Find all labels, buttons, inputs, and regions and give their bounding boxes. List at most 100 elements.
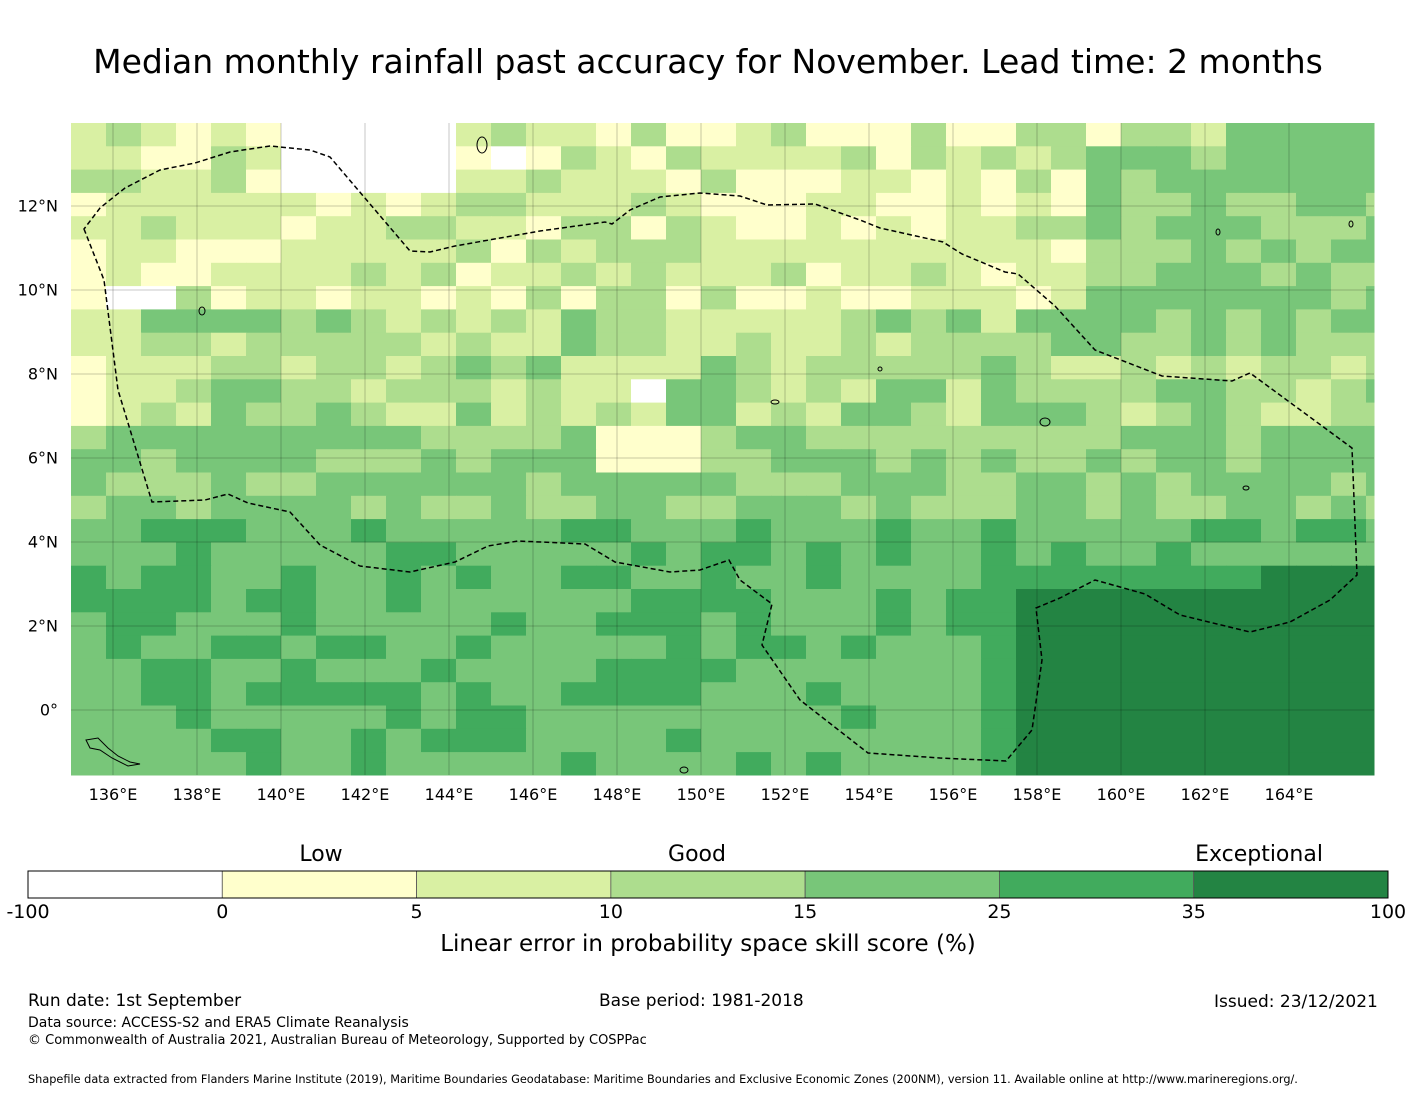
grid-cell [351, 239, 387, 264]
grid-cell [631, 449, 667, 473]
grid-cell [981, 495, 1017, 520]
grid-cell [211, 216, 247, 240]
latitude-tick-label: 0° [39, 700, 58, 720]
grid-cell [1121, 192, 1157, 217]
grid-cell [1121, 565, 1157, 590]
grid-cell [1086, 286, 1122, 310]
grid-cell [211, 658, 247, 683]
longitude-tick-label: 150°E [676, 785, 726, 804]
grid-cell [596, 449, 632, 473]
grid-cell [946, 332, 982, 357]
grid-cell [526, 332, 562, 357]
grid-cell [1051, 658, 1087, 683]
grid-cell [1086, 309, 1122, 334]
grid-cell [1366, 728, 1375, 753]
grid-cell [1191, 379, 1227, 404]
grid-cell [946, 123, 982, 147]
grid-cell [666, 169, 702, 194]
grid-cell [246, 216, 282, 240]
grid-cell [666, 309, 702, 334]
grid-cell [666, 286, 702, 310]
grid-cell [1366, 356, 1375, 380]
grid-cell [386, 449, 422, 473]
grid-cell [771, 309, 807, 334]
grid-cell [1296, 658, 1332, 683]
grid-cell [1086, 425, 1122, 450]
grid-cell [561, 565, 597, 590]
grid-cell [71, 169, 107, 194]
grid-cell [386, 542, 422, 567]
grid-cell [281, 542, 317, 567]
grid-cell [211, 705, 247, 730]
grid-cell [561, 332, 597, 357]
grid-cell [526, 379, 562, 404]
grid-cell [841, 192, 877, 217]
grid-cell [1191, 309, 1227, 334]
grid-cell [631, 216, 667, 240]
grid-cell [316, 262, 352, 287]
grid-cell [806, 425, 842, 450]
grid-cell [1156, 635, 1192, 660]
grid-cell [176, 425, 212, 450]
grid-cell [1156, 402, 1192, 427]
grid-cell [491, 449, 527, 473]
grid-cell [421, 123, 457, 147]
grid-cell [1296, 752, 1332, 776]
grid-cell [1191, 425, 1227, 450]
grid-cell [1296, 519, 1332, 543]
grid-cell [1226, 169, 1262, 194]
grid-cell [1296, 728, 1332, 753]
grid-cell [351, 728, 387, 753]
grid-cell [141, 635, 177, 660]
grid-cell [281, 565, 317, 590]
grid-cell [456, 472, 492, 497]
grid-cell [71, 705, 107, 730]
grid-cell [666, 402, 702, 427]
grid-cell [1226, 635, 1262, 660]
grid-cell [561, 425, 597, 450]
grid-cell [71, 379, 107, 404]
grid-cell [841, 682, 877, 706]
grid-cell [701, 402, 737, 427]
grid-cell [1121, 612, 1157, 637]
grid-cell [71, 425, 107, 450]
grid-cell [1261, 169, 1297, 194]
grid-cell [1331, 682, 1367, 706]
grid-cell [1331, 705, 1367, 730]
grid-cell [876, 658, 912, 683]
grid-cell [491, 682, 527, 706]
grid-cell [876, 146, 912, 171]
grid-cell [981, 332, 1017, 357]
grid-cell [1121, 425, 1157, 450]
grid-cell [841, 728, 877, 753]
colorbar-bin [27, 870, 223, 899]
grid-cell [1156, 728, 1192, 753]
grid-cell [876, 635, 912, 660]
grid-cell [351, 589, 387, 613]
grid-cell [666, 658, 702, 683]
grid-cell [1366, 472, 1375, 497]
grid-cell [386, 216, 422, 240]
grid-cell [421, 146, 457, 171]
grid-cell [1191, 472, 1227, 497]
grid-cell [561, 682, 597, 706]
grid-cell [1366, 169, 1375, 194]
grid-cell [631, 658, 667, 683]
grid-cell [1121, 542, 1157, 567]
grid-cell [1331, 495, 1367, 520]
grid-cell [141, 356, 177, 380]
grid-cell [841, 542, 877, 567]
grid-cell [211, 728, 247, 753]
grid-cell [946, 472, 982, 497]
grid-cell [386, 495, 422, 520]
grid-cell [316, 239, 352, 264]
grid-cell [316, 728, 352, 753]
grid-cell [386, 635, 422, 660]
grid-cell [1191, 286, 1227, 310]
colorbar-bin [1193, 870, 1389, 899]
grid-cell [1016, 658, 1052, 683]
grid-cell [491, 728, 527, 753]
grid-cell [351, 286, 387, 310]
grid-cell [981, 286, 1017, 310]
grid-cell [1191, 332, 1227, 357]
